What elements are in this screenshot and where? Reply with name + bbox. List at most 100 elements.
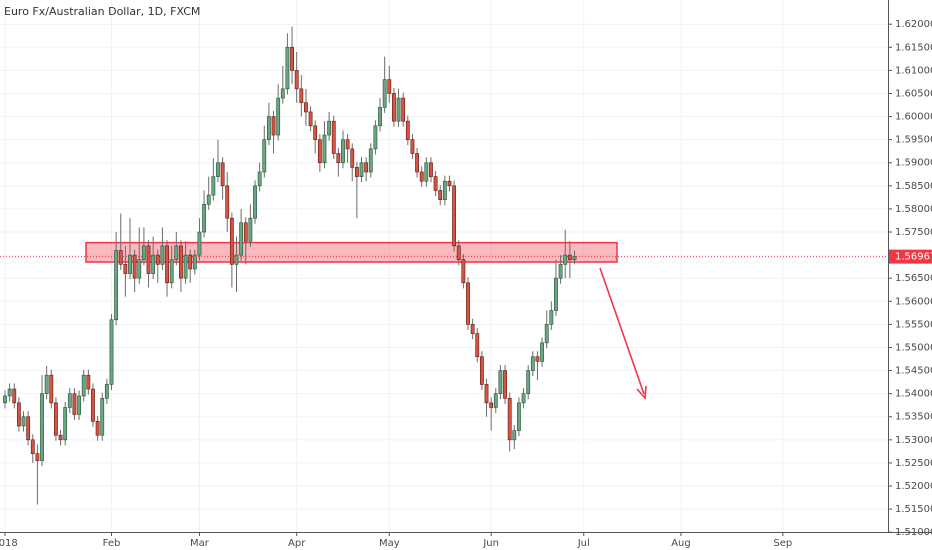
y-tick-label: 1.59000 <box>895 158 932 169</box>
candle-body <box>77 395 81 415</box>
candle-body <box>179 245 183 279</box>
candle-body <box>322 134 327 164</box>
candle-body <box>165 245 169 284</box>
chart-title: Euro Fx/Australian Dollar, 1D, FXCM <box>4 5 200 18</box>
x-tick-label: Feb <box>103 538 121 549</box>
candle-body <box>12 388 17 404</box>
candle-body <box>368 148 373 173</box>
arrow-head <box>636 385 647 400</box>
candle-body <box>535 356 540 362</box>
candle-body <box>308 111 313 127</box>
y-tick-label: 1.58000 <box>895 204 932 215</box>
candle-body <box>234 254 239 265</box>
candle-body <box>142 245 146 261</box>
candle-body <box>563 254 568 265</box>
candle-body <box>104 384 109 399</box>
candle-body <box>160 245 165 265</box>
candle-body <box>21 416 26 427</box>
y-tick-label: 1.51500 <box>895 504 932 515</box>
candle-body <box>262 139 267 173</box>
x-tick-label: Jul <box>577 538 590 549</box>
y-tick-label: 1.58500 <box>895 181 932 192</box>
candle-body <box>86 374 91 390</box>
candle-body <box>549 310 554 325</box>
candle-body <box>415 153 419 173</box>
candle-body <box>345 139 350 150</box>
x-tick-label: Apr <box>288 538 306 549</box>
candle-body <box>248 217 253 242</box>
x-tick-label: Aug <box>671 538 691 549</box>
y-tick-label: 1.56500 <box>895 273 932 284</box>
candle-body <box>456 245 461 261</box>
candle-body <box>206 194 211 205</box>
y-tick-label: 1.53000 <box>895 435 932 446</box>
candle-body <box>72 393 77 415</box>
candle-body <box>447 180 452 187</box>
candle-body <box>169 259 174 284</box>
candle-body <box>109 319 114 385</box>
candle-body <box>341 139 345 164</box>
candle-body <box>67 393 72 408</box>
x-tick-label: Jun <box>482 538 499 549</box>
candle-body <box>503 370 507 399</box>
candle-body <box>392 93 396 122</box>
candle-body <box>3 395 7 404</box>
candle-body <box>280 88 285 99</box>
candle-body <box>54 402 58 436</box>
x-tick-label: Mar <box>190 538 210 549</box>
candle-body <box>7 388 12 397</box>
candle-body <box>558 264 563 279</box>
candle-body <box>470 324 475 334</box>
candle-body <box>192 254 197 270</box>
y-tick-label: 1.61000 <box>895 65 932 76</box>
x-tick-label: May <box>379 538 400 549</box>
candle-body <box>285 46 290 90</box>
candle-body <box>299 88 304 104</box>
candle-body <box>489 402 494 408</box>
candle-body <box>30 439 35 454</box>
candles <box>3 26 577 505</box>
candle-body <box>290 46 294 71</box>
candle-body <box>498 370 503 394</box>
candle-body <box>304 102 308 113</box>
candle-body <box>128 254 132 274</box>
candle-body <box>419 171 424 182</box>
candle-body <box>202 204 206 233</box>
candle-body <box>40 393 44 461</box>
candle-body <box>49 374 54 404</box>
candle-body <box>123 264 128 274</box>
candle-body <box>452 185 457 247</box>
candle-body <box>220 162 225 187</box>
candle-body <box>188 254 193 270</box>
candle-body <box>544 324 549 344</box>
candle-body <box>438 190 443 200</box>
candle-body <box>382 79 387 108</box>
candle-body <box>507 397 512 441</box>
candle-body <box>354 167 359 177</box>
candle-body <box>239 222 244 256</box>
candle-body <box>151 254 156 274</box>
candle-body <box>91 388 95 422</box>
candle-body <box>484 384 489 404</box>
candle-body <box>378 107 382 127</box>
candle-body <box>424 162 429 182</box>
candle-body <box>410 139 415 154</box>
candle-body <box>267 116 271 140</box>
candle-body <box>475 333 480 358</box>
candle-body <box>95 421 100 436</box>
candle-body <box>211 176 216 196</box>
candle-body <box>530 356 535 371</box>
candle-body <box>327 120 332 136</box>
y-tick-label: 1.54500 <box>895 366 932 377</box>
candle-body <box>257 171 262 187</box>
y-tick-label: 1.53500 <box>895 412 932 423</box>
y-tick-label: 1.55000 <box>895 342 932 353</box>
candle-body <box>517 402 521 431</box>
candle-body <box>336 153 341 164</box>
last-price-label: 1.56967 <box>895 252 932 263</box>
y-tick-label: 1.60000 <box>895 112 932 123</box>
candle-body <box>313 125 318 140</box>
